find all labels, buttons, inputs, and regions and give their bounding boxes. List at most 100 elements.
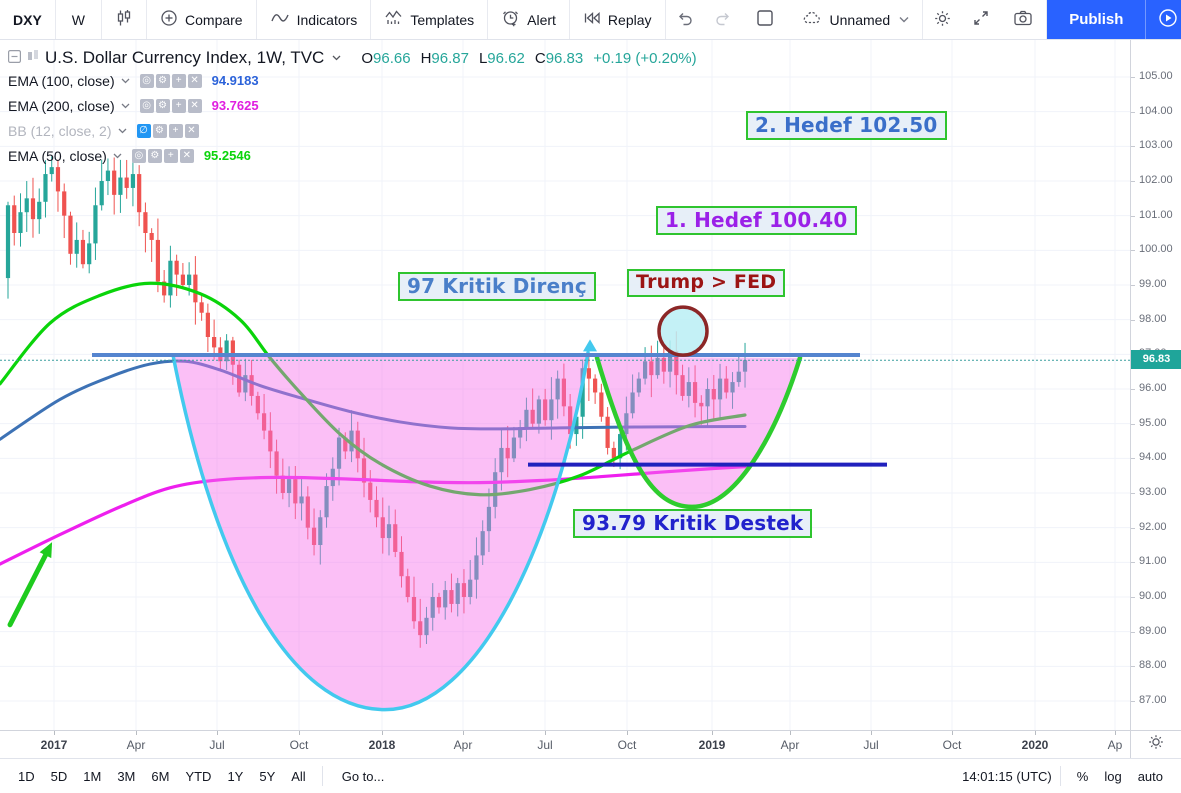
level-lines[interactable] bbox=[0, 353, 1130, 467]
replay-button[interactable]: Replay bbox=[570, 0, 666, 39]
time-label: Apr bbox=[780, 738, 800, 752]
layout-select-button[interactable] bbox=[742, 0, 788, 39]
trend-arrow-drawing[interactable] bbox=[7, 542, 53, 628]
close-icon[interactable]: ✕ bbox=[187, 98, 202, 113]
chevron-down-icon[interactable] bbox=[118, 126, 127, 136]
chevron-down-icon[interactable] bbox=[121, 76, 130, 86]
eye-icon[interactable]: ◎ bbox=[131, 148, 146, 163]
range-button-all[interactable]: All bbox=[291, 768, 306, 784]
time-label: Oct bbox=[617, 738, 637, 752]
price-tick bbox=[1131, 423, 1135, 425]
price-label: 96.00 bbox=[1139, 382, 1167, 394]
indicator-row[interactable]: EMA (50, close) ◎ ⚙ + ✕ 95.2546 bbox=[8, 143, 697, 168]
close-icon[interactable]: ✕ bbox=[184, 123, 199, 138]
time-label: Ap bbox=[1107, 738, 1123, 752]
time-axis[interactable]: 2017 Apr Jul Oct 2018 Apr Jul Oct 2019 Apr Jul Oct 2… bbox=[0, 730, 1130, 758]
screenshot-button[interactable] bbox=[1000, 0, 1048, 39]
indicators-button[interactable]: Indicators bbox=[257, 0, 372, 39]
price-tick bbox=[1131, 389, 1135, 390]
range-button-1m[interactable]: 1M bbox=[83, 768, 102, 784]
layout-name-label: Unnamed bbox=[829, 11, 891, 28]
time-label: Apr bbox=[453, 738, 473, 752]
price-tick bbox=[1131, 631, 1135, 633]
add-icon[interactable]: + bbox=[163, 148, 178, 163]
fullscreen-button[interactable] bbox=[962, 0, 1000, 39]
redo-button[interactable] bbox=[704, 0, 742, 39]
indicator-label: EMA (100, close) bbox=[8, 72, 115, 89]
settings-icon[interactable]: ⚙ bbox=[155, 98, 170, 113]
indicator-label: EMA (50, close) bbox=[8, 147, 107, 164]
range-button-5y[interactable]: 5Y bbox=[259, 768, 276, 784]
chart-canvas[interactable] bbox=[0, 40, 1130, 730]
publish-button[interactable]: Publish bbox=[1047, 0, 1147, 39]
chevron-down-icon[interactable] bbox=[121, 101, 130, 111]
add-icon[interactable]: + bbox=[171, 73, 186, 88]
indicator-row[interactable]: EMA (200, close) ◎ ⚙ + ✕ 93.7625 bbox=[8, 93, 697, 118]
interval-button[interactable]: W bbox=[56, 0, 103, 39]
undo-icon bbox=[676, 10, 694, 29]
time-label: 2017 bbox=[40, 738, 68, 752]
add-icon[interactable]: + bbox=[171, 98, 186, 113]
range-button-1y[interactable]: 1Y bbox=[227, 768, 244, 784]
compare-button[interactable]: Compare bbox=[147, 0, 257, 39]
axis-settings-corner[interactable] bbox=[1130, 730, 1181, 758]
price-axis[interactable]: 105.00 104.00 103.00 102.00 101.00 100.00 99.0… bbox=[1130, 40, 1181, 730]
text-annotation[interactable]: 97 Kritik Direnç bbox=[398, 272, 596, 301]
ema100-line[interactable] bbox=[0, 359, 747, 441]
clock-utc[interactable]: 14:01:15 (UTC) bbox=[962, 768, 1052, 784]
settings-icon[interactable]: ⚙ bbox=[152, 123, 167, 138]
chart-properties-button[interactable] bbox=[923, 0, 962, 39]
time-label: Jul bbox=[537, 738, 553, 752]
templates-icon bbox=[384, 9, 403, 30]
range-button-3m[interactable]: 3M bbox=[117, 768, 136, 784]
candlestick-style-icon bbox=[115, 9, 133, 30]
interval-label: W bbox=[71, 11, 86, 28]
text-annotation[interactable]: 2. Hedef 102.50 bbox=[746, 111, 947, 140]
scale-button-log[interactable]: log bbox=[1104, 768, 1122, 784]
add-icon[interactable]: + bbox=[168, 123, 183, 138]
range-button-ytd[interactable]: YTD bbox=[185, 768, 212, 784]
close-icon[interactable]: ✕ bbox=[187, 73, 202, 88]
legend-title-row[interactable]: U.S. Dollar Currency Index, 1W, TVC O96.… bbox=[8, 48, 697, 68]
alert-button[interactable]: Alert bbox=[488, 0, 570, 39]
collapse-pane-icon[interactable] bbox=[8, 48, 22, 68]
chevron-down-icon[interactable] bbox=[113, 151, 122, 161]
range-button-5d[interactable]: 5D bbox=[50, 768, 68, 784]
divider bbox=[1059, 766, 1061, 786]
scale-button-auto[interactable]: auto bbox=[1137, 768, 1163, 784]
highlight-circle-drawing[interactable] bbox=[657, 305, 709, 357]
hidden-icon[interactable]: ∅ bbox=[136, 123, 151, 138]
legend-chevron-icon[interactable] bbox=[332, 53, 341, 63]
text-annotation[interactable]: 93.79 Kritik Destek bbox=[573, 509, 813, 538]
indicator-row[interactable]: BB (12, close, 2) ∅ ⚙ + ✕ bbox=[8, 118, 697, 143]
camera-icon bbox=[1013, 9, 1033, 30]
settings-icon[interactable]: ⚙ bbox=[147, 148, 162, 163]
chart-style-button[interactable] bbox=[102, 0, 148, 39]
legend-symbol-title[interactable]: U.S. Dollar Currency Index, 1W, TVC bbox=[45, 48, 325, 67]
publish-menu-button[interactable] bbox=[1146, 0, 1181, 39]
ema50-line[interactable] bbox=[0, 281, 747, 497]
undo-button[interactable] bbox=[666, 0, 704, 39]
indicator-row[interactable]: EMA (100, close) ◎ ⚙ + ✕ 94.9183 bbox=[8, 68, 697, 93]
eye-icon[interactable]: ◎ bbox=[139, 98, 154, 113]
range-button-6m[interactable]: 6M bbox=[151, 768, 170, 784]
settings-icon[interactable]: ⚙ bbox=[155, 73, 170, 88]
text-annotation[interactable]: Trump > FED bbox=[627, 269, 786, 297]
price-label: 87.00 bbox=[1139, 694, 1167, 706]
scale-button-%[interactable]: % bbox=[1076, 768, 1089, 784]
save-layout-button[interactable]: Unnamed bbox=[788, 0, 924, 39]
cup-and-handle-drawing[interactable] bbox=[171, 339, 803, 712]
price-label: 99.00 bbox=[1139, 278, 1167, 290]
ema200-line[interactable] bbox=[0, 465, 747, 566]
eye-icon[interactable]: ◎ bbox=[139, 73, 154, 88]
text-annotation[interactable]: 1. Hedef 100.40 bbox=[656, 206, 857, 235]
price-tick bbox=[1131, 77, 1135, 78]
chart-pane[interactable]: U.S. Dollar Currency Index, 1W, TVC O96.… bbox=[0, 40, 1130, 730]
templates-button[interactable]: Templates bbox=[371, 0, 489, 39]
price-tick bbox=[1131, 319, 1135, 321]
close-icon[interactable]: ✕ bbox=[179, 148, 194, 163]
goto-button[interactable]: Go to... bbox=[341, 768, 385, 784]
range-button-1d[interactable]: 1D bbox=[18, 768, 35, 784]
indicator-label: EMA (200, close) bbox=[8, 97, 115, 114]
symbol-button[interactable]: DXY bbox=[0, 0, 56, 39]
